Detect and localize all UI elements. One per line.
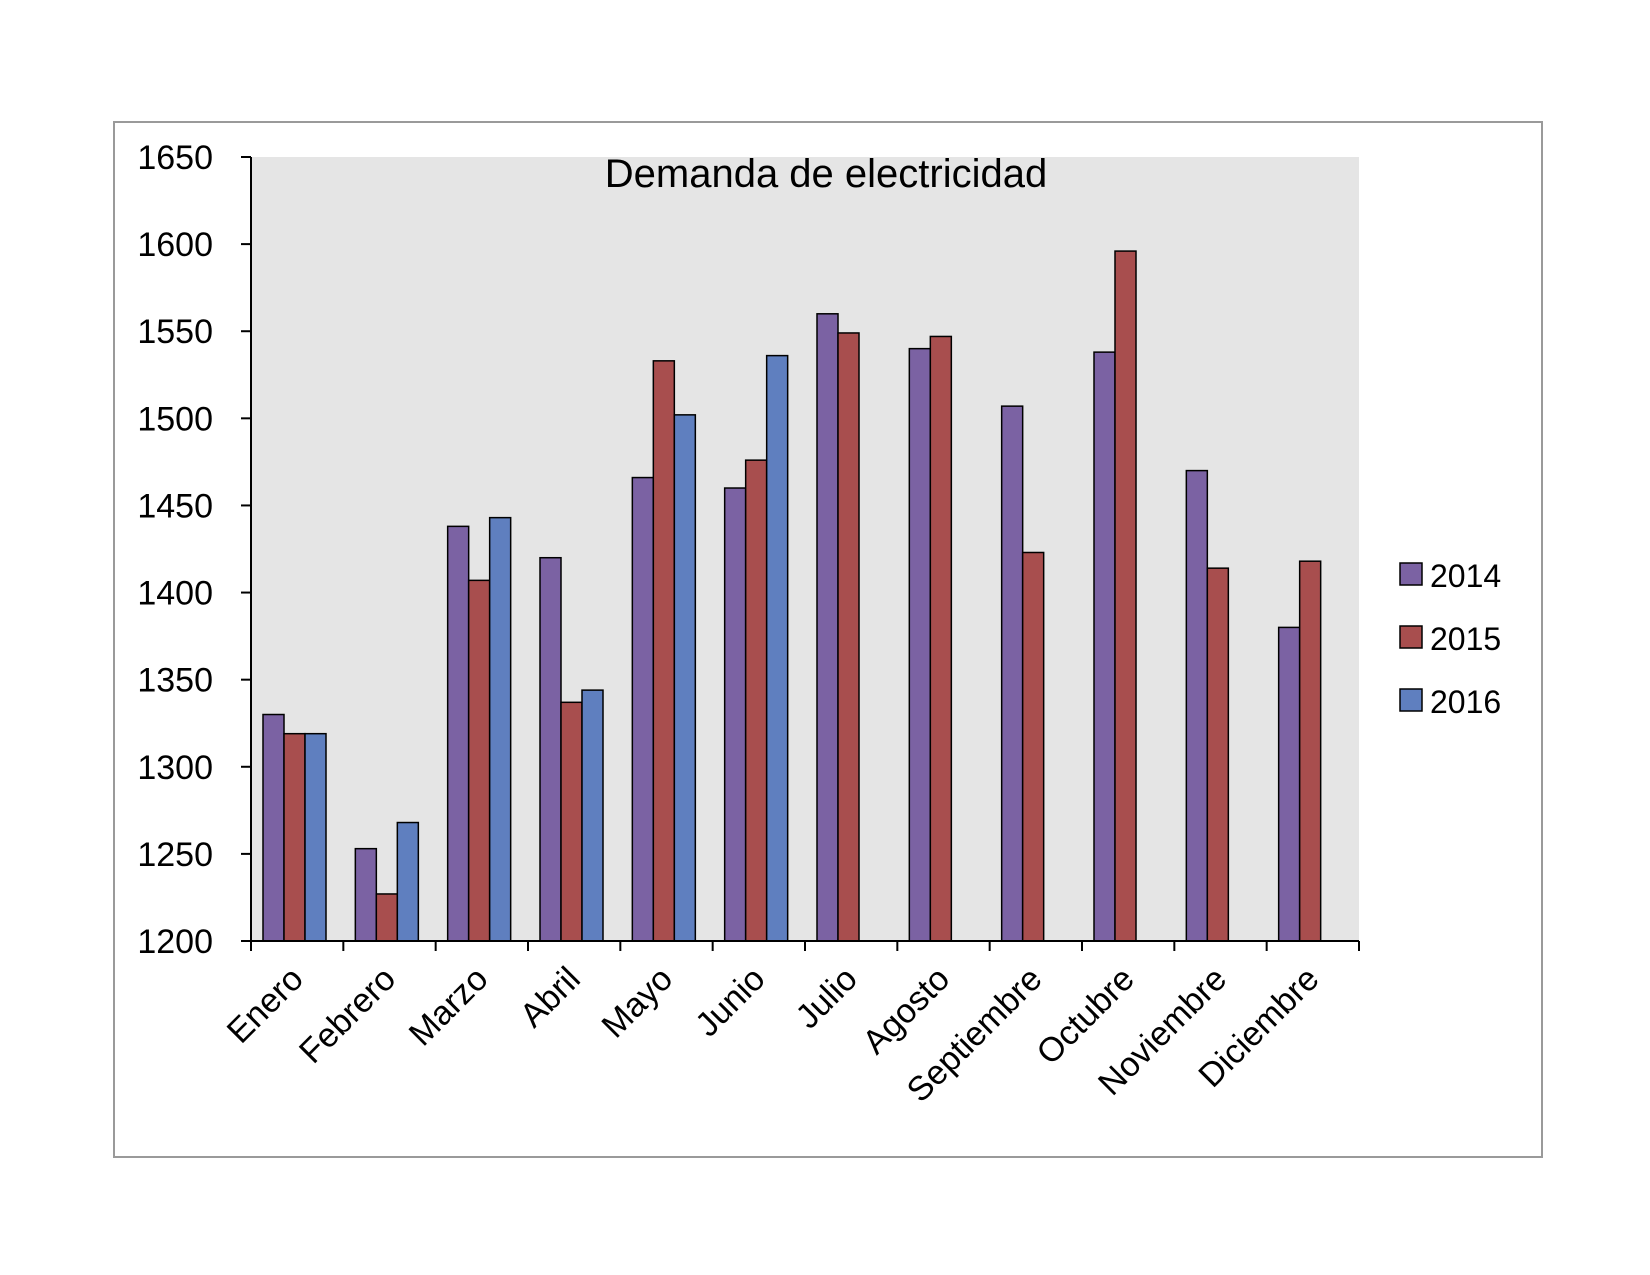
bar-2015-octubre: [1114, 250, 1137, 942]
y-tick-label: 1500: [137, 400, 213, 438]
legend: 2014 2015 2016: [1399, 558, 1501, 720]
bar-2014-marzo: [446, 525, 470, 942]
bar-2015-abril: [560, 701, 583, 942]
y-tick-label: 1200: [137, 923, 213, 961]
bar-2014-enero: [262, 713, 285, 942]
bar-2016-enero: [304, 732, 327, 942]
legend-swatch-2016: [1399, 688, 1423, 712]
plot-area: [251, 157, 1359, 941]
bars-group: [262, 250, 1322, 942]
y-tick-label: 1600: [137, 226, 213, 264]
bar-2016-abril: [581, 689, 604, 942]
bar-2015-febrero: [375, 893, 399, 942]
y-axis: 1200 1250 1300 1350 1400 1450 1500 1550 1600 1650: [137, 139, 252, 961]
y-tick-label: 1300: [137, 749, 213, 787]
bar-2015-enero: [283, 732, 306, 942]
bar-2015-mayo: [652, 360, 676, 942]
legend-label-2015: 2015: [1430, 621, 1501, 657]
x-category-label: Julio: [789, 960, 865, 1036]
bar-2015-noviembre: [1206, 567, 1230, 942]
y-tick-label: 1400: [137, 575, 213, 613]
x-category-label: Enero: [220, 960, 311, 1051]
x-category-label: Junio: [688, 960, 772, 1044]
bar-2016-mayo: [673, 414, 697, 942]
bar-2015-julio: [837, 332, 860, 942]
x-category-label: Marzo: [402, 960, 496, 1054]
y-tick-label: 1650: [137, 139, 213, 177]
bar-2015-agosto: [929, 335, 953, 942]
bar-2014-diciembre: [1277, 626, 1301, 942]
bar-2014-septiembre: [1000, 405, 1024, 942]
bar-2014-junio: [723, 487, 747, 942]
y-tick-label: 1350: [137, 662, 213, 700]
x-category-label: Abril: [513, 960, 588, 1035]
bar-2014-mayo: [631, 476, 655, 942]
y-tick-label: 1450: [137, 487, 213, 525]
bar-2014-noviembre: [1185, 469, 1209, 942]
bar-2016-febrero: [396, 821, 420, 942]
x-category-label: Mayo: [594, 960, 680, 1046]
bar-2014-agosto: [908, 347, 932, 942]
bar-2015-septiembre: [1021, 551, 1045, 942]
bar-2014-octubre: [1093, 351, 1116, 942]
legend-swatch-2015: [1399, 625, 1423, 649]
bar-2016-marzo: [488, 516, 512, 942]
legend-label-2014: 2014: [1430, 558, 1501, 594]
y-tick-label: 1550: [137, 313, 213, 351]
bar-2016-junio: [765, 354, 789, 942]
x-category-label: Febrero: [292, 960, 403, 1071]
bar-2015-diciembre: [1298, 560, 1322, 942]
bar-2015-marzo: [467, 579, 491, 942]
legend-label-2016: 2016: [1430, 684, 1501, 720]
bar-2015-junio: [744, 459, 768, 942]
bar-2014-abril: [539, 556, 562, 942]
bar-2014-febrero: [354, 847, 378, 942]
y-tick-label: 1250: [137, 836, 213, 874]
bar-2014-julio: [816, 313, 839, 942]
chart-title: Demanda de electricidad: [605, 152, 1047, 196]
legend-swatch-2014: [1399, 562, 1423, 586]
